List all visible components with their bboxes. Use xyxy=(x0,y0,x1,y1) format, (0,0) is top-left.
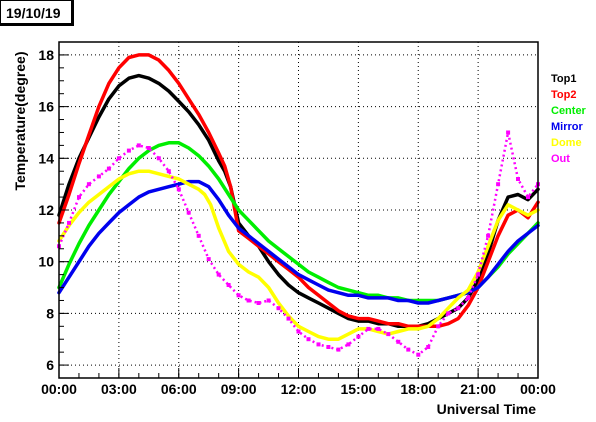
out-point xyxy=(516,177,520,181)
out-point xyxy=(106,166,111,171)
out-point xyxy=(476,272,481,277)
out-point xyxy=(456,306,461,311)
x-axis-label: Universal Time xyxy=(437,401,537,417)
x-tick-label: 06:00 xyxy=(161,381,197,397)
series-line-mirror xyxy=(57,179,540,305)
legend-entry-center: Center xyxy=(551,105,587,117)
out-point xyxy=(426,345,431,349)
out-point xyxy=(366,326,371,331)
x-tick-label: 03:00 xyxy=(101,381,137,397)
x-tick-label: 21:00 xyxy=(460,381,496,397)
out-point xyxy=(186,210,191,215)
date-box: 19/10/19 xyxy=(0,0,74,26)
series-lines xyxy=(57,53,540,357)
grid-lines xyxy=(58,42,539,378)
y-tick-label: 8 xyxy=(46,305,54,321)
x-tick-label: 09:00 xyxy=(221,381,257,397)
out-point xyxy=(376,326,381,331)
out-point xyxy=(77,195,81,200)
out-point xyxy=(446,311,451,316)
tick-labels: 6 8 10 12 14 16 18 00:00 03:00 06:00 09:00 12:00 15:… xyxy=(38,47,556,397)
out-point xyxy=(146,146,151,150)
out-point xyxy=(336,347,341,352)
x-tick-label: 18:00 xyxy=(400,381,436,397)
out-point xyxy=(506,130,511,135)
y-tick-label: 6 xyxy=(46,357,54,373)
out-point xyxy=(266,298,271,303)
legend: Top1 Top2 Center Mirror Dome Out xyxy=(551,73,587,165)
out-point xyxy=(116,156,121,161)
legend-entry-top1: Top1 xyxy=(551,73,576,85)
series-line-dome xyxy=(57,169,540,341)
legend-entry-top2: Top2 xyxy=(551,89,576,101)
axis-ticks xyxy=(58,54,539,378)
out-point xyxy=(486,233,491,238)
out-point xyxy=(86,182,91,187)
out-point xyxy=(276,306,281,311)
x-tick-label: 15:00 xyxy=(340,381,376,397)
out-point xyxy=(246,298,251,303)
y-tick-label: 12 xyxy=(38,202,54,218)
out-point xyxy=(156,156,161,161)
x-tick-label: 00:00 xyxy=(41,381,77,397)
y-tick-label: 14 xyxy=(38,150,54,166)
out-point xyxy=(396,339,401,344)
out-point xyxy=(216,272,221,277)
out-point xyxy=(166,169,171,174)
out-point xyxy=(436,324,441,329)
out-point xyxy=(236,293,241,298)
out-point xyxy=(256,301,261,305)
legend-entry-out: Out xyxy=(551,153,570,165)
out-point xyxy=(136,143,141,148)
series-line-top1 xyxy=(57,73,540,329)
out-point xyxy=(466,295,471,300)
out-point xyxy=(226,283,231,287)
legend-entry-mirror: Mirror xyxy=(551,121,584,133)
out-point xyxy=(386,332,391,337)
out-point xyxy=(176,187,181,192)
date-label: 19/10/19 xyxy=(6,5,61,21)
out-point xyxy=(296,329,301,334)
series-line-top2 xyxy=(57,53,540,329)
x-tick-label: 12:00 xyxy=(281,381,317,397)
legend-entry-dome: Dome xyxy=(551,137,582,149)
out-point xyxy=(346,342,351,347)
x-tick-label: 00:00 xyxy=(520,381,556,397)
y-tick-label: 16 xyxy=(38,99,54,115)
y-tick-label: 10 xyxy=(38,254,54,270)
out-point xyxy=(526,195,530,200)
y-tick-label: 18 xyxy=(38,47,54,63)
y-axis-label: Temperature(degree) xyxy=(12,51,28,190)
